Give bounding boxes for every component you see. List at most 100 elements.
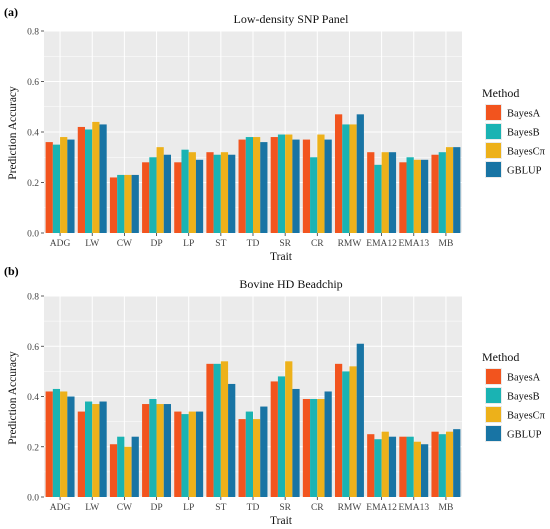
- legend-swatch: [486, 369, 501, 384]
- bar: [181, 149, 189, 233]
- legend-swatch: [486, 124, 501, 139]
- bar: [52, 144, 61, 234]
- legend-entry: BayesCπ: [507, 411, 546, 422]
- legend-entry: BayesB: [507, 128, 540, 139]
- legend-swatch: [486, 388, 501, 403]
- bar: [317, 134, 325, 233]
- bar: [213, 363, 221, 497]
- bar: [431, 154, 439, 233]
- y-tick-label: 0.8: [27, 293, 39, 303]
- x-tick-label: CR: [311, 239, 324, 249]
- x-tick-label: CW: [117, 239, 132, 249]
- panel-a-title: Low-density SNP Panel: [234, 12, 350, 26]
- x-tick-label: TD: [247, 239, 260, 249]
- bar: [356, 114, 364, 233]
- bar: [399, 436, 407, 497]
- bar: [124, 446, 132, 497]
- bar: [374, 164, 382, 233]
- bar: [188, 411, 196, 497]
- y-tick-label: 0.4: [27, 393, 39, 403]
- legend-swatch: [486, 143, 501, 158]
- bar: [302, 399, 311, 497]
- panel-b-xlabel: Trait: [270, 515, 293, 527]
- x-tick-label: TD: [247, 503, 260, 513]
- bar: [163, 404, 171, 497]
- bar: [206, 152, 214, 233]
- bar: [388, 436, 397, 497]
- y-tick-label: 0.2: [27, 443, 39, 453]
- panel-b-plot: 0.0 0.2 0.4 0.6 0.8 ADG LW CW DP LP ST TD SR CR RMW EMA…: [27, 293, 546, 514]
- bar: [413, 441, 421, 497]
- bar: [206, 363, 214, 497]
- bar: [142, 404, 150, 497]
- x-tick-label: LP: [183, 239, 194, 249]
- bar: [310, 157, 318, 233]
- x-tick-label: CW: [117, 503, 132, 513]
- x-tick-label: EMA12: [366, 503, 397, 513]
- bar: [324, 391, 332, 497]
- bar: [228, 383, 236, 497]
- bar: [342, 124, 350, 233]
- x-tick-label: EMA13: [398, 239, 429, 249]
- x-tick-label: DP: [150, 503, 162, 513]
- bar: [453, 429, 461, 497]
- bar: [92, 121, 100, 233]
- x-tick-label: RMW: [338, 239, 362, 249]
- bar: [453, 147, 461, 233]
- bar: [413, 159, 421, 233]
- bar: [156, 147, 164, 233]
- bar: [277, 134, 286, 233]
- bar: [406, 157, 414, 233]
- bar: [277, 376, 286, 497]
- bar: [431, 431, 439, 497]
- panel-b-label: (b): [4, 264, 19, 278]
- x-tick-label: CR: [311, 503, 324, 513]
- bar: [174, 162, 182, 233]
- x-tick-label: ADG: [50, 239, 71, 249]
- bar: [67, 396, 75, 497]
- y-tick-label: 0.6: [27, 343, 39, 353]
- bar: [213, 154, 221, 233]
- bar: [310, 399, 318, 497]
- x-tick-label: MB: [439, 503, 454, 513]
- bar: [77, 126, 85, 233]
- bar: [260, 406, 268, 497]
- panel-a-ylabel: Prediction Accuracy: [7, 86, 19, 180]
- x-tick-label: EMA13: [398, 503, 429, 513]
- bar: [124, 174, 132, 233]
- bar: [149, 399, 157, 497]
- bar: [245, 137, 253, 233]
- bar: [142, 162, 150, 233]
- y-tick-label: 0.8: [27, 28, 39, 38]
- legend-entry: BayesA: [507, 109, 541, 120]
- bar: [406, 436, 414, 497]
- bar: [220, 152, 229, 233]
- bar: [117, 174, 125, 233]
- y-tick-label: 0.0: [27, 230, 39, 240]
- bar: [109, 177, 118, 233]
- bar: [45, 391, 53, 497]
- bar: [367, 152, 375, 233]
- legend-entry: BayesA: [507, 373, 541, 384]
- bar: [163, 154, 171, 233]
- panel-b-ylabel: Prediction Accuracy: [7, 351, 19, 445]
- bar: [52, 388, 61, 497]
- x-tick-label: LP: [183, 503, 194, 513]
- bar: [99, 401, 107, 497]
- bar: [149, 157, 157, 233]
- x-tick-label: MB: [439, 239, 454, 249]
- bar: [253, 137, 261, 233]
- bar: [270, 137, 278, 233]
- y-tick-label: 0.2: [27, 179, 39, 189]
- bar: [253, 419, 261, 497]
- bar: [270, 381, 278, 497]
- bar: [60, 137, 68, 233]
- bar: [292, 388, 300, 497]
- bar: [117, 436, 125, 497]
- bar: [60, 391, 68, 497]
- legend-entry: GBLUP: [507, 430, 542, 441]
- x-tick-label: ADG: [50, 503, 71, 513]
- panel-a-xlabel: Trait: [270, 251, 293, 263]
- x-tick-label: SR: [279, 503, 291, 513]
